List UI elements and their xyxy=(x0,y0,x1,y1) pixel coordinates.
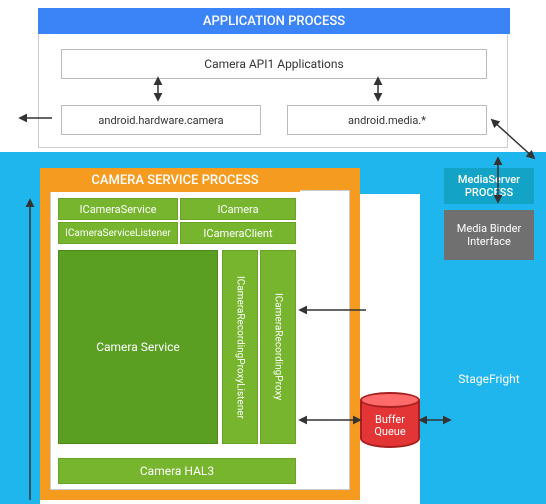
icamerarecordingproxy-box: ICameraRecordingProxy xyxy=(260,250,296,444)
icameraclient-box: ICameraClient xyxy=(180,222,296,244)
camera-service-process-title: CAMERA SERVICE PROCESS xyxy=(50,168,300,192)
camera-hal3-box: Camera HAL3 xyxy=(58,458,296,484)
buffer-queue-label: Buffer Queue xyxy=(360,414,420,438)
android-media-box: android.media.* xyxy=(287,105,487,135)
buffer-queue-cylinder: Buffer Queue xyxy=(360,392,420,448)
cyan-band-left xyxy=(0,194,40,504)
media-binder-interface-box: Media Binder Interface xyxy=(444,210,534,260)
camera-api-applications-box: Camera API1 Applications xyxy=(61,49,487,79)
application-process-title: APPLICATION PROCESS xyxy=(38,8,510,34)
android-hardware-camera-box: android.hardware.camera xyxy=(61,105,261,135)
diagram-root: APPLICATION PROCESS Camera API1 Applicat… xyxy=(0,0,546,504)
mediaserver-process-title: MediaServer PROCESS xyxy=(444,168,534,204)
stagefright-box: StageFright xyxy=(444,268,534,490)
icamera-box: ICamera xyxy=(180,198,296,220)
application-process-container: APPLICATION PROCESS Camera API1 Applicat… xyxy=(38,8,508,148)
icameraservice-box: ICameraService xyxy=(58,198,178,220)
icameraservicelistener-box: ICameraServiceListener xyxy=(58,222,178,244)
icamerarecordingproxylistener-box: ICameraRecordingProxyListener xyxy=(222,250,258,444)
camera-service-box: Camera Service xyxy=(58,250,218,444)
